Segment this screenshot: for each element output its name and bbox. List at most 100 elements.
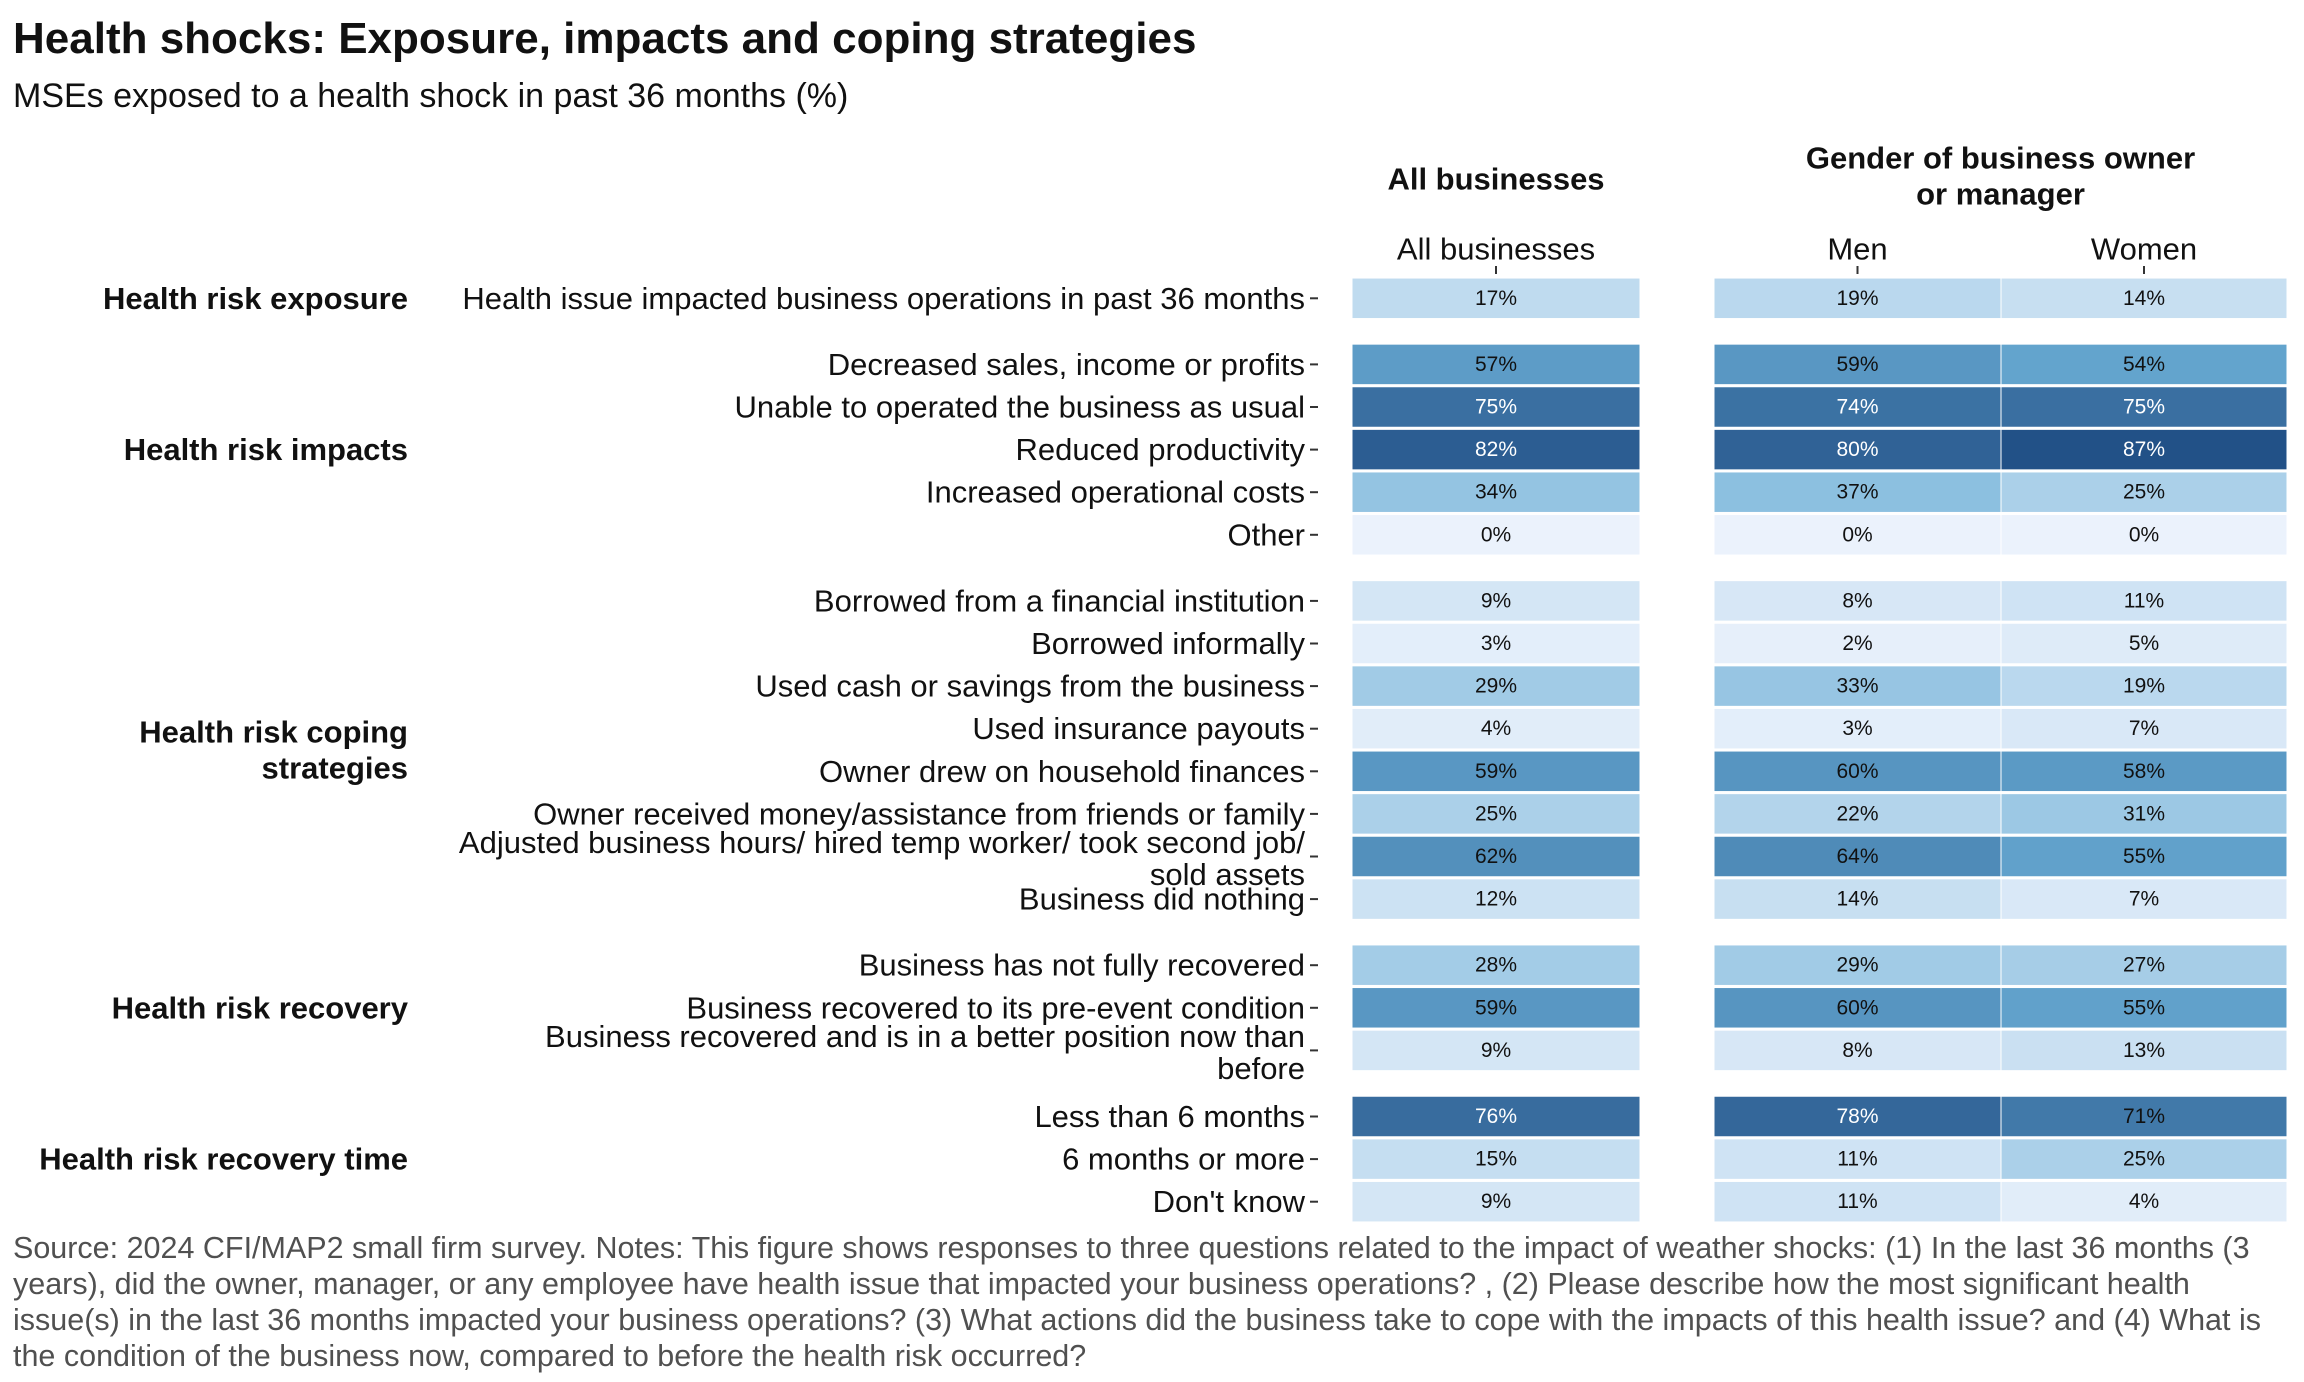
group-label: Health risk exposure — [103, 281, 408, 316]
heatmap-cell — [1713, 878, 2002, 920]
cell-value-label: 3% — [1481, 632, 1511, 655]
heatmap-cell — [2000, 1138, 2288, 1180]
heatmap-cell — [1351, 343, 1641, 386]
cell-value-label: 0% — [1842, 523, 1872, 546]
chart-title: Health shocks: Exposure, impacts and cop… — [13, 14, 1197, 63]
cell-value-label: 87% — [2123, 438, 2165, 461]
cell-value-label: 75% — [2123, 396, 2165, 419]
cell-value-label: 9% — [1481, 1039, 1511, 1062]
row-label: Reduced productivity — [1016, 432, 1306, 467]
heatmap-cell — [2000, 428, 2288, 471]
cell-value-label: 9% — [1481, 589, 1511, 612]
heatmap-cell — [1351, 835, 1641, 878]
cell-value-label: 12% — [1475, 888, 1517, 911]
cell-value-label: 75% — [1475, 396, 1517, 419]
row-label: Decreased sales, income or profits — [828, 347, 1305, 382]
heatmap-cell — [2000, 944, 2288, 986]
cell-value-label: 25% — [2123, 481, 2165, 504]
cell-value-label: 58% — [2123, 760, 2165, 783]
cell-value-label: 78% — [1836, 1105, 1878, 1128]
heatmap-cell — [1713, 277, 2002, 320]
heatmap-cell — [1351, 580, 1641, 622]
row-label: before — [1217, 1051, 1305, 1086]
cell-value-label: 82% — [1475, 438, 1517, 461]
heatmap-cell — [1351, 1180, 1641, 1223]
cell-value-label: 25% — [2123, 1148, 2165, 1171]
heatmap-cell — [1713, 1138, 2002, 1180]
cell-value-label: 27% — [2123, 954, 2165, 977]
cell-value-label: 29% — [1475, 675, 1517, 698]
cell-value-label: 57% — [1475, 353, 1517, 376]
chart-subtitle: MSEs exposed to a health shock in past 3… — [13, 77, 849, 115]
cell-value-label: 5% — [2129, 632, 2159, 655]
cell-value-label: 11% — [1837, 1148, 1877, 1171]
cell-value-label: 37% — [1836, 481, 1878, 504]
group-label: Health risk coping — [139, 715, 408, 750]
cell-value-label: 59% — [1475, 760, 1517, 783]
cell-value-label: 8% — [1842, 589, 1872, 612]
cell-value-label: 15% — [1475, 1148, 1517, 1171]
panel-header: All businesses — [1387, 162, 1604, 197]
heatmap-cell — [1351, 1029, 1641, 1072]
heatmap-chart: All businesses Gender of business owneror… — [39, 141, 2288, 1223]
heatmap-cell — [1351, 944, 1641, 986]
cell-value-label: 17% — [1475, 287, 1517, 310]
cell-value-label: 14% — [1836, 888, 1878, 911]
heatmap-cell — [1713, 514, 2002, 556]
cell-value-label: 28% — [1475, 954, 1517, 977]
heatmap-cell — [1351, 987, 1641, 1029]
cell-value-label: 19% — [2123, 675, 2165, 698]
heatmap-cell — [1713, 944, 2002, 986]
cell-value-label: 60% — [1836, 760, 1878, 783]
heatmap-cell — [2000, 514, 2288, 556]
heatmap-cell — [1351, 471, 1641, 513]
cell-value-label: 11% — [2124, 589, 2164, 612]
heatmap-cell — [2000, 1180, 2288, 1223]
cell-value-label: 7% — [2129, 717, 2159, 740]
cell-value-label: 33% — [1836, 675, 1878, 698]
heatmap-cell — [1713, 343, 2002, 386]
cell-value-label: 11% — [1837, 1190, 1877, 1213]
heatmap-cell — [1351, 622, 1641, 665]
heatmap-cell — [2000, 878, 2288, 920]
heatmap-cell — [2000, 277, 2288, 320]
cell-value-label: 22% — [1836, 802, 1878, 825]
heatmap-cell — [2000, 471, 2288, 513]
heatmap-cell — [2000, 793, 2288, 835]
column-label: All businesses — [1397, 232, 1595, 267]
cell-value-label: 55% — [2123, 996, 2165, 1019]
heatmap-cell — [1713, 665, 2002, 707]
panel-header: Gender of business owner — [1806, 141, 2195, 176]
heatmap-cell — [2000, 835, 2288, 878]
row-label: Unable to operated the business as usual — [735, 390, 1305, 425]
cell-value-label: 0% — [1481, 523, 1511, 546]
heatmap-cell — [2000, 707, 2288, 750]
heatmap-cell — [1713, 1180, 2002, 1223]
group-label: Health risk impacts — [124, 432, 408, 467]
heatmap-cell — [1351, 277, 1641, 320]
heatmap-cell — [1351, 793, 1641, 835]
row-label: Business recovered and is in a better po… — [545, 1019, 1305, 1054]
cell-value-label: 64% — [1836, 845, 1878, 868]
cell-value-label: 31% — [2123, 802, 2165, 825]
cell-value-label: 25% — [1475, 802, 1517, 825]
row-label: Owner received money/assistance from fri… — [533, 796, 1305, 831]
cell-value-label: 0% — [2129, 523, 2159, 546]
row-label: Business recovered to its pre-event cond… — [686, 990, 1305, 1025]
cell-value-label: 19% — [1836, 287, 1878, 310]
group-label: Health risk recovery — [112, 990, 409, 1025]
row-label: Used insurance payouts — [972, 711, 1305, 746]
column-label: Men — [1827, 232, 1887, 267]
cell-value-label: 3% — [1842, 717, 1872, 740]
heatmap-cell — [2000, 987, 2288, 1029]
cell-value-label: 74% — [1836, 396, 1878, 419]
heatmap-cell — [1351, 1095, 1641, 1138]
heatmap-cell — [2000, 580, 2288, 622]
cell-value-label: 13% — [2123, 1039, 2165, 1062]
row-label: 6 months or more — [1062, 1142, 1305, 1177]
row-label: Adjusted business hours/ hired temp work… — [459, 825, 1305, 860]
cell-value-label: 80% — [1836, 438, 1878, 461]
row-label: sold assets — [1150, 857, 1305, 892]
heatmap-cell — [1713, 707, 2002, 750]
heatmap-cell — [1713, 793, 2002, 835]
